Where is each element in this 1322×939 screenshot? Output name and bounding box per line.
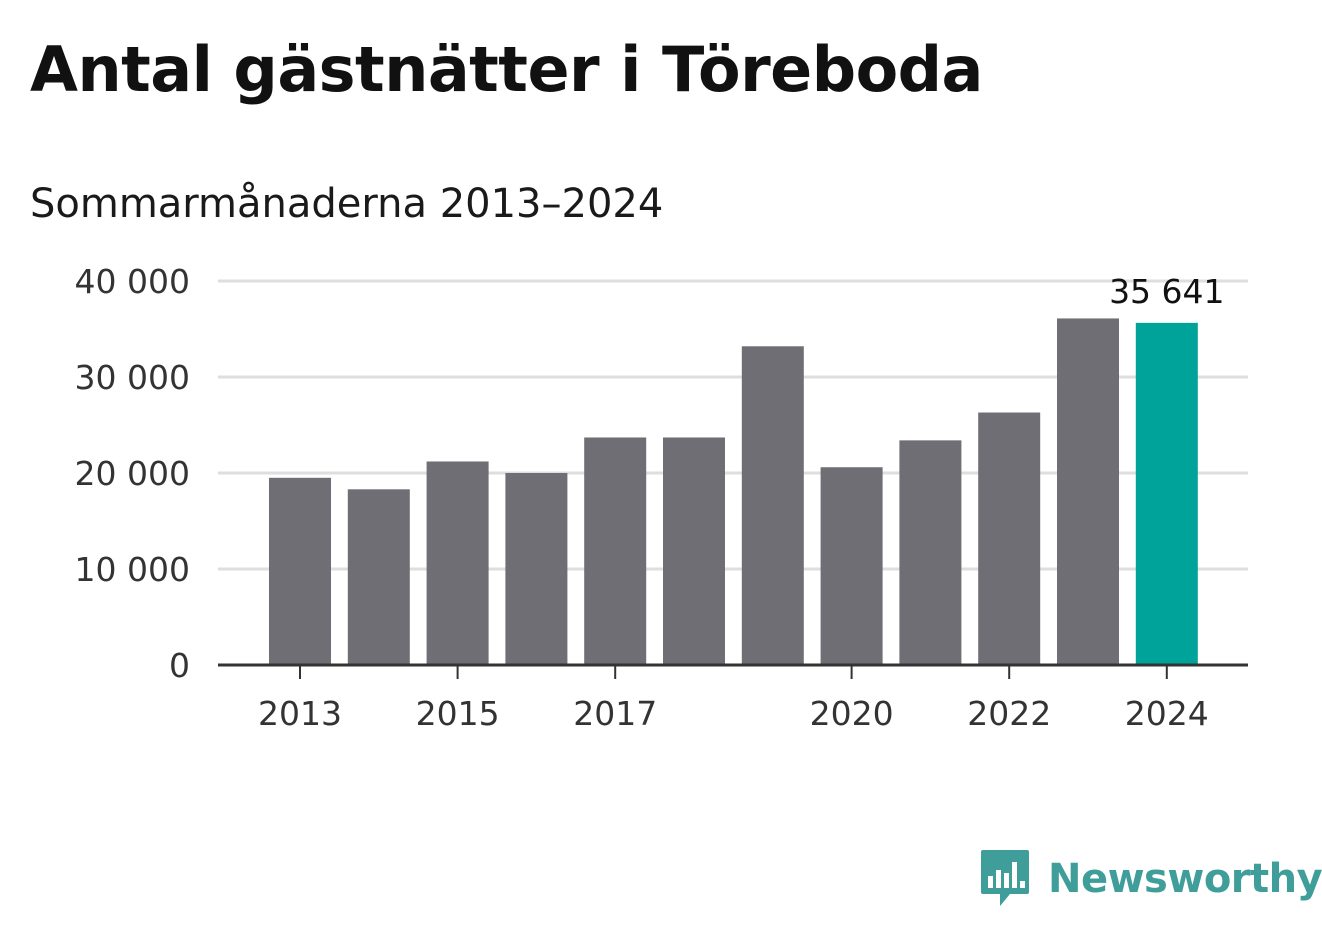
brand-logo: Newsworthy (980, 848, 1322, 910)
x-tick-label: 2015 (416, 694, 500, 733)
x-tick-label: 2020 (810, 694, 894, 733)
bar-2024 (1135, 322, 1198, 665)
x-tick-label: 2017 (573, 694, 657, 733)
bar-2019 (741, 346, 804, 665)
y-tick-label: 0 (169, 646, 190, 685)
bar-2015 (426, 461, 489, 665)
y-tick-label: 40 000 (75, 262, 190, 301)
bar-2013 (269, 477, 331, 665)
brand-name: Newsworthy (1048, 856, 1322, 902)
x-tick-label: 2013 (258, 694, 342, 733)
y-tick-label: 20 000 (75, 454, 190, 493)
x-tick-label: 2024 (1125, 694, 1209, 733)
bar-2016 (505, 473, 568, 665)
bar-2023 (1057, 318, 1119, 665)
bar-2017 (584, 437, 647, 665)
bar-2014 (347, 489, 410, 665)
bar-2022 (978, 412, 1041, 665)
chart-subtitle: Sommarmånaderna 2013–2024 (30, 181, 664, 227)
bar-2020 (820, 467, 883, 665)
bar-2018 (663, 437, 725, 665)
x-tick-label: 2022 (967, 694, 1051, 733)
chart-title: Antal gästnätter i Töreboda (30, 33, 983, 106)
bar-2021 (899, 440, 962, 665)
y-tick-label: 30 000 (75, 358, 190, 397)
data-label: 35 641 (1109, 272, 1224, 311)
y-tick-label: 10 000 (75, 550, 190, 589)
newsworthy-logo-icon (981, 850, 1029, 906)
